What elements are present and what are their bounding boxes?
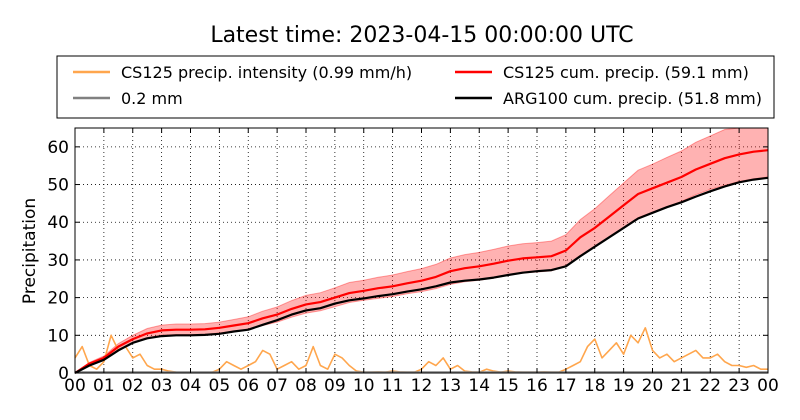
legend-label-intensity: CS125 precip. intensity (0.99 mm/h) (121, 63, 412, 82)
legend-label-arg100-cum: ARG100 cum. precip. (51.8 mm) (503, 89, 762, 108)
x-tick-label: 01 (93, 376, 115, 396)
x-tick-label: 22 (699, 376, 721, 396)
legend-frame (56, 55, 775, 119)
x-tick-label: 10 (353, 376, 375, 396)
y-tick-label: 40 (47, 213, 69, 233)
legend: CS125 precip. intensity (0.99 mm/h) CS12… (56, 55, 775, 119)
series-line-2 (74, 149, 769, 374)
grid (75, 128, 768, 373)
x-tick-label: 06 (237, 376, 259, 396)
x-tick-label: 11 (382, 376, 404, 396)
chart-title: Latest time: 2023-04-15 00:00:00 UTC (210, 23, 633, 48)
x-tick-label: 09 (324, 376, 346, 396)
y-tick-label: 0 (58, 364, 69, 384)
x-tick-label: 13 (440, 376, 462, 396)
x-tick-label: 18 (584, 376, 606, 396)
axis-ticks: 00 01 02 03 04 05 06 07 08 09 10 11 12 13 14 15 16 17 18 19… (47, 128, 779, 396)
legend-label-threshold: 0.2 mm (121, 89, 183, 108)
x-tick-label: 15 (497, 376, 519, 396)
x-tick-label: 16 (526, 376, 548, 396)
x-tick-label: 23 (728, 376, 750, 396)
x-tick-label: 02 (122, 376, 144, 396)
x-tick-label: 00 (64, 376, 86, 396)
x-tick-label: 04 (180, 376, 202, 396)
y-axis-label: Precipitation (20, 198, 40, 304)
x-tick-label: 03 (151, 376, 173, 396)
plot-area: 00 01 02 03 04 05 06 07 08 09 10 11 12 13 14 15 16 17 18 19… (47, 127, 779, 396)
x-tick-label: 19 (613, 376, 635, 396)
series-line-3 (74, 176, 769, 374)
x-tick-label: 20 (642, 376, 664, 396)
x-tick-label: 21 (671, 376, 693, 396)
x-tick-label: 17 (555, 376, 577, 396)
x-tick-label: 07 (266, 376, 288, 396)
y-tick-label: 10 (47, 326, 69, 346)
y-tick-label: 60 (47, 138, 69, 158)
y-tick-label: 20 (47, 289, 69, 309)
legend-label-cs125-cum: CS125 cum. precip. (59.1 mm) (503, 63, 749, 82)
y-tick-label: 30 (47, 251, 69, 271)
x-tick-label: 12 (411, 376, 433, 396)
x-tick-label: 05 (209, 376, 231, 396)
y-tick-label: 50 (47, 176, 69, 196)
x-tick-label: 08 (295, 376, 317, 396)
x-tick-label: 14 (468, 376, 490, 396)
x-tick-label: 00 (757, 376, 779, 396)
